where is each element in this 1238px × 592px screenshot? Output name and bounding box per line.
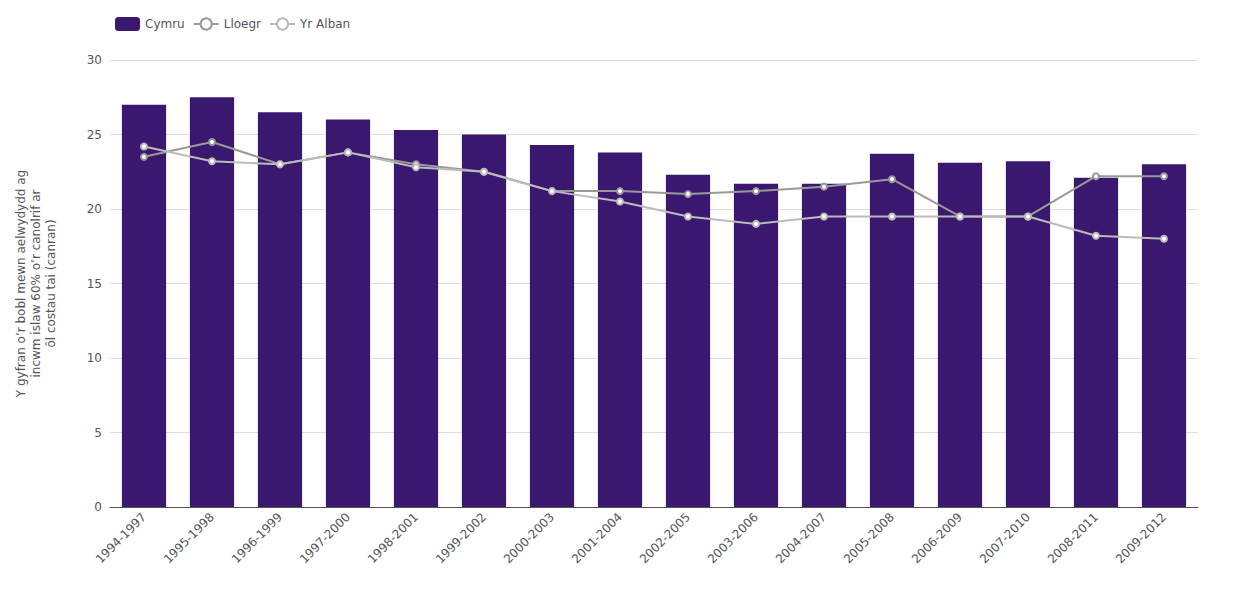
svg-text:Yr Alban: Yr Alban	[299, 17, 350, 31]
svg-text:1998-2001: 1998-2001	[365, 510, 421, 566]
svg-text:1997-2000: 1997-2000	[297, 510, 353, 566]
svg-text:2000-2003: 2000-2003	[501, 510, 557, 566]
svg-text:2008-2011: 2008-2011	[1045, 510, 1101, 566]
svg-text:ôl costau tai (canran): ôl costau tai (canran)	[44, 219, 58, 347]
svg-text:0: 0	[94, 500, 102, 514]
svg-text:10: 10	[87, 351, 102, 365]
svg-text:25: 25	[87, 128, 102, 142]
svg-text:Y gyfran o’r bobl mewn aelwydy: Y gyfran o’r bobl mewn aelwydydd ag	[14, 170, 28, 398]
svg-text:2009-2012: 2009-2012	[1113, 510, 1169, 566]
svg-text:2001-2004: 2001-2004	[569, 510, 625, 566]
svg-text:5: 5	[94, 426, 102, 440]
svg-text:30: 30	[87, 53, 102, 67]
svg-text:2007-2010: 2007-2010	[977, 510, 1033, 566]
svg-text:2002-2005: 2002-2005	[637, 510, 693, 566]
svg-text:2005-2008: 2005-2008	[841, 510, 897, 566]
svg-text:2003-2006: 2003-2006	[705, 510, 761, 566]
svg-text:2006-2009: 2006-2009	[909, 510, 965, 566]
svg-text:1996-1999: 1996-1999	[229, 510, 285, 566]
svg-text:Cymru: Cymru	[145, 17, 185, 31]
svg-text:Lloegr: Lloegr	[224, 17, 261, 31]
svg-text:1995-1998: 1995-1998	[161, 510, 217, 566]
svg-text:1999-2002: 1999-2002	[433, 510, 489, 566]
svg-text:2004-2007: 2004-2007	[773, 510, 829, 566]
svg-text:1994-1997: 1994-1997	[93, 510, 149, 566]
svg-text:incwm islaw 60% o’r canolrif a: incwm islaw 60% o’r canolrif ar	[29, 189, 43, 377]
svg-text:20: 20	[87, 202, 102, 216]
svg-text:15: 15	[87, 277, 102, 291]
